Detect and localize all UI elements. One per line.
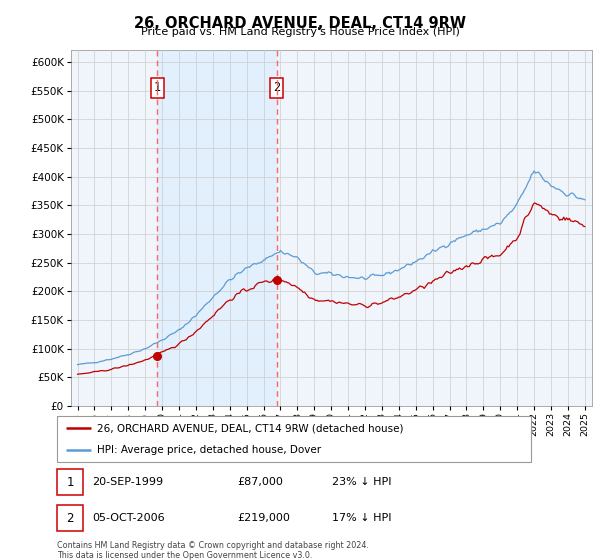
FancyBboxPatch shape [57, 416, 531, 462]
Text: £87,000: £87,000 [237, 477, 283, 487]
Text: 05-OCT-2006: 05-OCT-2006 [92, 513, 165, 523]
Text: HPI: Average price, detached house, Dover: HPI: Average price, detached house, Dove… [97, 445, 322, 455]
Text: Contains HM Land Registry data © Crown copyright and database right 2024.
This d: Contains HM Land Registry data © Crown c… [57, 541, 369, 560]
Bar [157, 50, 277, 406]
Text: Price paid vs. HM Land Registry's House Price Index (HPI): Price paid vs. HM Land Registry's House … [140, 27, 460, 37]
Text: 1: 1 [66, 475, 74, 489]
Text: £219,000: £219,000 [237, 513, 290, 523]
Text: 1: 1 [154, 81, 161, 94]
Text: 17% ↓ HPI: 17% ↓ HPI [332, 513, 391, 523]
Text: 2: 2 [273, 81, 280, 94]
Text: 2: 2 [66, 511, 74, 525]
FancyBboxPatch shape [57, 505, 83, 531]
Text: 26, ORCHARD AVENUE, DEAL, CT14 9RW: 26, ORCHARD AVENUE, DEAL, CT14 9RW [134, 16, 466, 31]
FancyBboxPatch shape [57, 469, 83, 496]
Text: 26, ORCHARD AVENUE, DEAL, CT14 9RW (detached house): 26, ORCHARD AVENUE, DEAL, CT14 9RW (deta… [97, 423, 404, 433]
Text: 20-SEP-1999: 20-SEP-1999 [92, 477, 164, 487]
Text: 23% ↓ HPI: 23% ↓ HPI [332, 477, 391, 487]
